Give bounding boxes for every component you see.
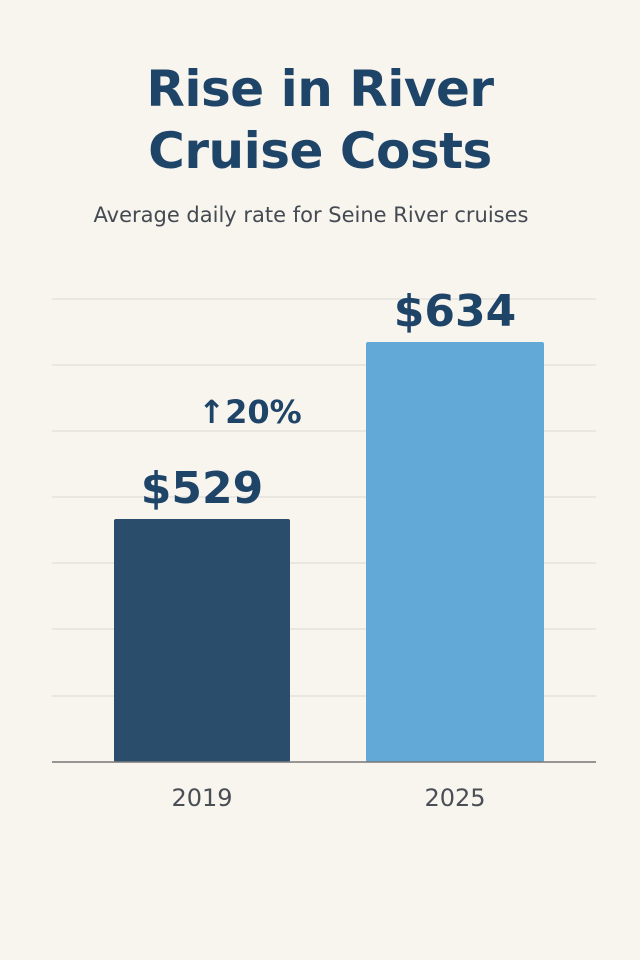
- labels: $529 2019 $634 2025 ↑20%: [141, 286, 516, 812]
- bar-2019: [114, 519, 290, 762]
- value-label-2019: $529: [141, 463, 263, 514]
- chart-title-line-1: Rise in River: [146, 60, 494, 118]
- chart-title: Rise in River Cruise Costs: [0, 58, 640, 182]
- x-tick-label-2025: 2025: [424, 784, 485, 812]
- chart-subtitle: Average daily rate for Seine River cruis…: [93, 203, 529, 227]
- x-tick-label-2019: 2019: [171, 784, 232, 812]
- increase-annotation: ↑20%: [198, 393, 301, 431]
- bar-2025: [366, 342, 544, 762]
- chart-title-line-2: Cruise Costs: [148, 122, 492, 180]
- value-label-2025: $634: [394, 286, 516, 337]
- bars: [114, 342, 544, 762]
